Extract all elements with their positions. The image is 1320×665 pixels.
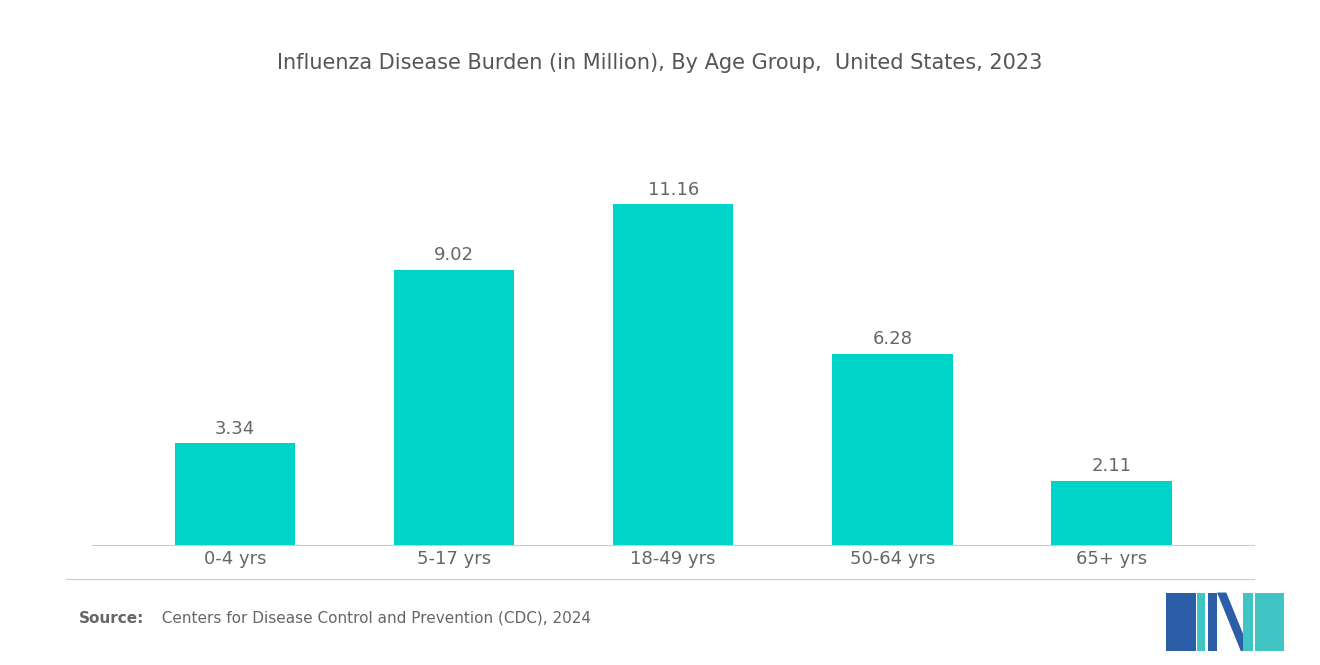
Bar: [612, 204, 734, 545]
Polygon shape: [1243, 593, 1253, 651]
Polygon shape: [1255, 593, 1284, 651]
Text: 2.11: 2.11: [1092, 458, 1131, 475]
Text: Centers for Disease Control and Prevention (CDC), 2024: Centers for Disease Control and Preventi…: [152, 611, 591, 626]
Text: 6.28: 6.28: [873, 330, 912, 348]
Polygon shape: [1208, 593, 1217, 651]
Polygon shape: [1197, 593, 1205, 651]
Polygon shape: [1217, 593, 1250, 651]
Bar: [174, 444, 296, 545]
Text: 11.16: 11.16: [648, 181, 698, 199]
Text: 9.02: 9.02: [434, 246, 474, 264]
Text: 3.34: 3.34: [215, 420, 255, 438]
Polygon shape: [1166, 593, 1196, 651]
Text: Source:: Source:: [79, 611, 145, 626]
Bar: [832, 354, 953, 545]
Bar: [393, 270, 515, 545]
Text: Influenza Disease Burden (in Million), By Age Group,  United States, 2023: Influenza Disease Burden (in Million), B…: [277, 53, 1043, 73]
Bar: [1051, 481, 1172, 545]
